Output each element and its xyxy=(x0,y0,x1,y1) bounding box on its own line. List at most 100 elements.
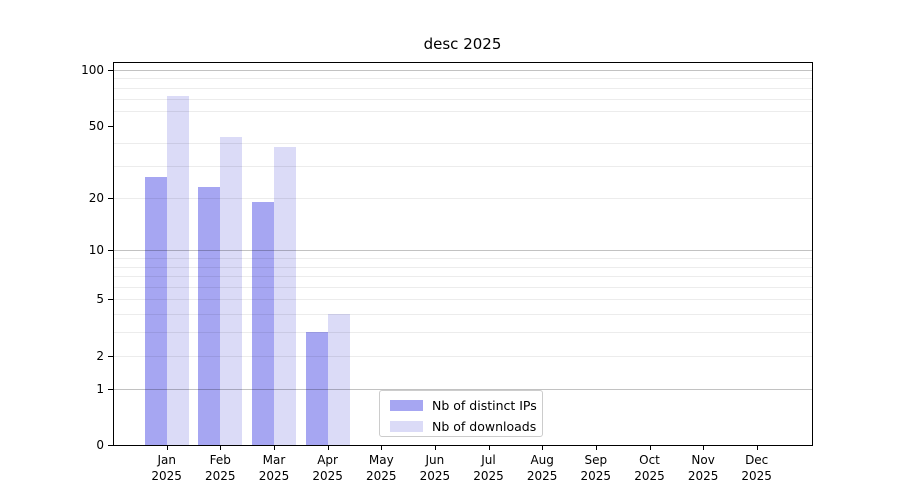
y-tick-1 xyxy=(108,388,113,390)
x-tick-label-oct: Oct 2025 xyxy=(618,452,682,484)
bar-nb-of-downloads-jan xyxy=(166,96,189,445)
y-tick-5 xyxy=(108,299,113,301)
x-tick-jan xyxy=(166,445,168,450)
x-tick-may xyxy=(381,445,383,450)
year-label: 2025 xyxy=(741,469,772,483)
y-tick-label-1: 1 xyxy=(96,381,104,396)
month-label: May xyxy=(368,453,394,467)
bottom-spine xyxy=(113,445,813,446)
bar-nb-of-distinct-ips-feb xyxy=(198,186,221,445)
bar-nb-of-downloads-mar xyxy=(273,147,296,445)
minor-gridline-6 xyxy=(113,286,812,288)
chart-title: desc 2025 xyxy=(423,35,502,53)
month-label: Apr xyxy=(317,453,338,467)
x-tick-label-jun: Jun 2025 xyxy=(403,452,467,484)
x-tick-label-feb: Feb 2025 xyxy=(188,452,252,484)
year-label: 2025 xyxy=(366,469,397,483)
year-label: 2025 xyxy=(419,469,451,483)
year-label: 2025 xyxy=(205,469,236,483)
month-label: Jul xyxy=(481,453,496,467)
legend-swatch-downloads xyxy=(390,421,423,432)
bar-nb-of-downloads-apr xyxy=(327,314,350,445)
legend-label-distinct-ips: Nb of distinct IPs xyxy=(432,398,537,413)
minor-gridline-70 xyxy=(113,98,812,100)
x-tick-jul xyxy=(488,445,490,450)
x-tick-apr xyxy=(327,445,329,450)
x-tick-jun xyxy=(434,445,436,450)
year-label: 2025 xyxy=(687,469,719,483)
minor-gridline-80 xyxy=(113,87,812,89)
month-label: Sep xyxy=(584,453,608,467)
y-tick-20 xyxy=(108,197,113,199)
x-tick-label-mar: Mar 2025 xyxy=(242,452,306,484)
bar-nb-of-distinct-ips-jan xyxy=(144,177,167,445)
y-tick-10 xyxy=(108,250,113,252)
x-tick-label-jan: Jan 2025 xyxy=(135,452,199,484)
x-tick-mar xyxy=(274,445,275,450)
legend-entry-distinct-ips: Nb of distinct IPs xyxy=(390,397,537,414)
y-tick-label-50: 50 xyxy=(88,118,104,133)
major-gridline-100 xyxy=(113,70,812,71)
x-tick-label-may: May 2025 xyxy=(349,452,413,484)
month-label: Jan xyxy=(157,453,176,467)
y-tick-2 xyxy=(108,355,113,357)
major-gridline-10 xyxy=(113,250,812,252)
legend: Nb of distinct IPs Nb of downloads xyxy=(379,390,543,437)
minor-gridline-3 xyxy=(113,332,812,334)
legend-swatch-distinct-ips xyxy=(390,400,423,411)
minor-gridline-30 xyxy=(113,166,812,167)
x-tick-aug xyxy=(542,445,544,450)
month-label: Dec xyxy=(745,453,769,467)
y-tick-label-20: 20 xyxy=(88,190,104,205)
x-tick-label-aug: Aug 2025 xyxy=(510,452,574,484)
y-tick-label-0: 0 xyxy=(96,438,104,452)
minor-gridline-4 xyxy=(113,314,812,316)
y-tick-label-5: 5 xyxy=(96,292,104,307)
year-label: 2025 xyxy=(526,469,558,483)
year-label: 2025 xyxy=(473,469,504,483)
plot-area xyxy=(113,62,812,445)
minor-gridline-60 xyxy=(113,111,812,112)
minor-gridline-5 xyxy=(113,299,812,301)
month-label: Feb xyxy=(209,453,231,467)
minor-gridline-7 xyxy=(113,276,812,277)
month-label: Mar xyxy=(262,453,286,467)
right-spine xyxy=(812,62,813,446)
major-gridline-1 xyxy=(113,388,812,390)
minor-gridline-9 xyxy=(113,257,812,259)
bar-nb-of-downloads-feb xyxy=(220,137,243,445)
month-label: Aug xyxy=(530,453,554,467)
x-tick-sep xyxy=(595,445,597,450)
y-tick-50 xyxy=(108,125,113,127)
legend-entry-downloads: Nb of downloads xyxy=(390,418,537,435)
x-tick-label-sep: Sep 2025 xyxy=(564,452,628,484)
minor-gridline-20 xyxy=(113,197,812,199)
y-tick-0 xyxy=(108,445,113,446)
y-tick-label-2: 2 xyxy=(96,348,104,363)
month-label: Oct xyxy=(639,453,660,467)
y-tick-label-10: 10 xyxy=(88,243,104,258)
y-tick-100 xyxy=(108,70,113,71)
month-label: Jun xyxy=(425,453,445,467)
x-tick-label-dec: Dec 2025 xyxy=(725,452,789,484)
legend-label-downloads: Nb of downloads xyxy=(432,419,537,434)
x-tick-oct xyxy=(649,445,651,450)
minor-gridline-2 xyxy=(113,355,812,357)
x-tick-label-apr: Apr 2025 xyxy=(296,452,360,484)
year-label: 2025 xyxy=(151,469,182,483)
top-spine xyxy=(113,62,813,63)
bar-nb-of-distinct-ips-apr xyxy=(305,332,328,445)
minor-gridline-90 xyxy=(113,78,812,80)
x-tick-nov xyxy=(703,445,705,450)
year-label: 2025 xyxy=(258,469,290,483)
year-label: 2025 xyxy=(580,469,612,483)
x-tick-feb xyxy=(220,445,222,450)
minor-gridline-40 xyxy=(113,143,812,145)
left-spine xyxy=(113,62,114,446)
x-tick-dec xyxy=(756,445,758,450)
month-label: Nov xyxy=(691,453,715,467)
bar-nb-of-distinct-ips-mar xyxy=(251,201,274,445)
year-label: 2025 xyxy=(312,469,343,483)
minor-gridline-8 xyxy=(113,266,812,268)
